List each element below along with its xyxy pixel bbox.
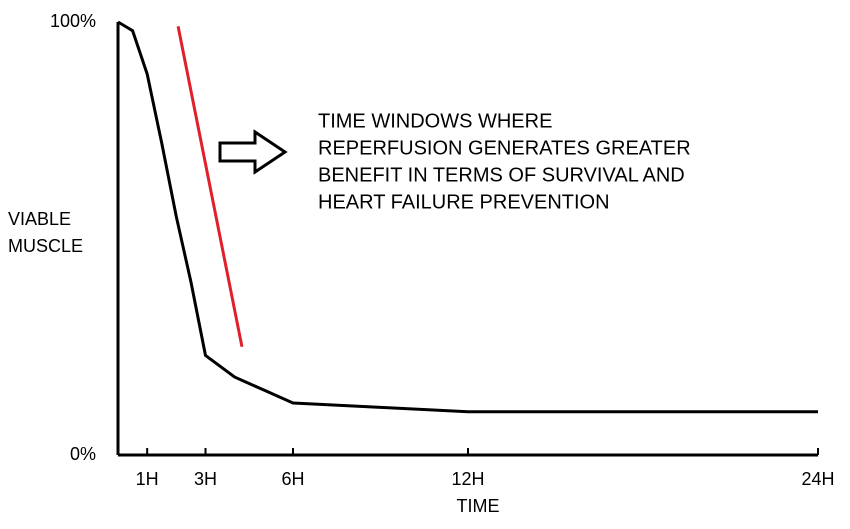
data-line bbox=[117, 20, 818, 414]
annotation: REPERFUSION GENERATES GREATER bbox=[318, 137, 691, 159]
x-axis-label: TIME bbox=[457, 496, 500, 516]
data-line bbox=[176, 26, 244, 348]
x-tick-label: 12H bbox=[451, 469, 484, 489]
x-tick-label: 3H bbox=[194, 469, 217, 489]
y-axis-label: VIABLE bbox=[8, 209, 71, 229]
arrow bbox=[218, 129, 288, 175]
x-tick-label: 6H bbox=[281, 469, 304, 489]
annotation: TIME WINDOWS WHERE bbox=[318, 110, 552, 132]
x-tick-label: 24H bbox=[801, 469, 834, 489]
y-tick-label: 0% bbox=[70, 444, 96, 464]
x-tick-label: 1H bbox=[136, 469, 159, 489]
y-tick-label: 100% bbox=[50, 11, 96, 31]
y-axis-label: MUSCLE bbox=[8, 236, 83, 256]
annotation: HEART FAILURE PREVENTION bbox=[318, 191, 610, 213]
annotation: BENEFIT IN TERMS OF SURVIVAL AND bbox=[318, 164, 685, 186]
